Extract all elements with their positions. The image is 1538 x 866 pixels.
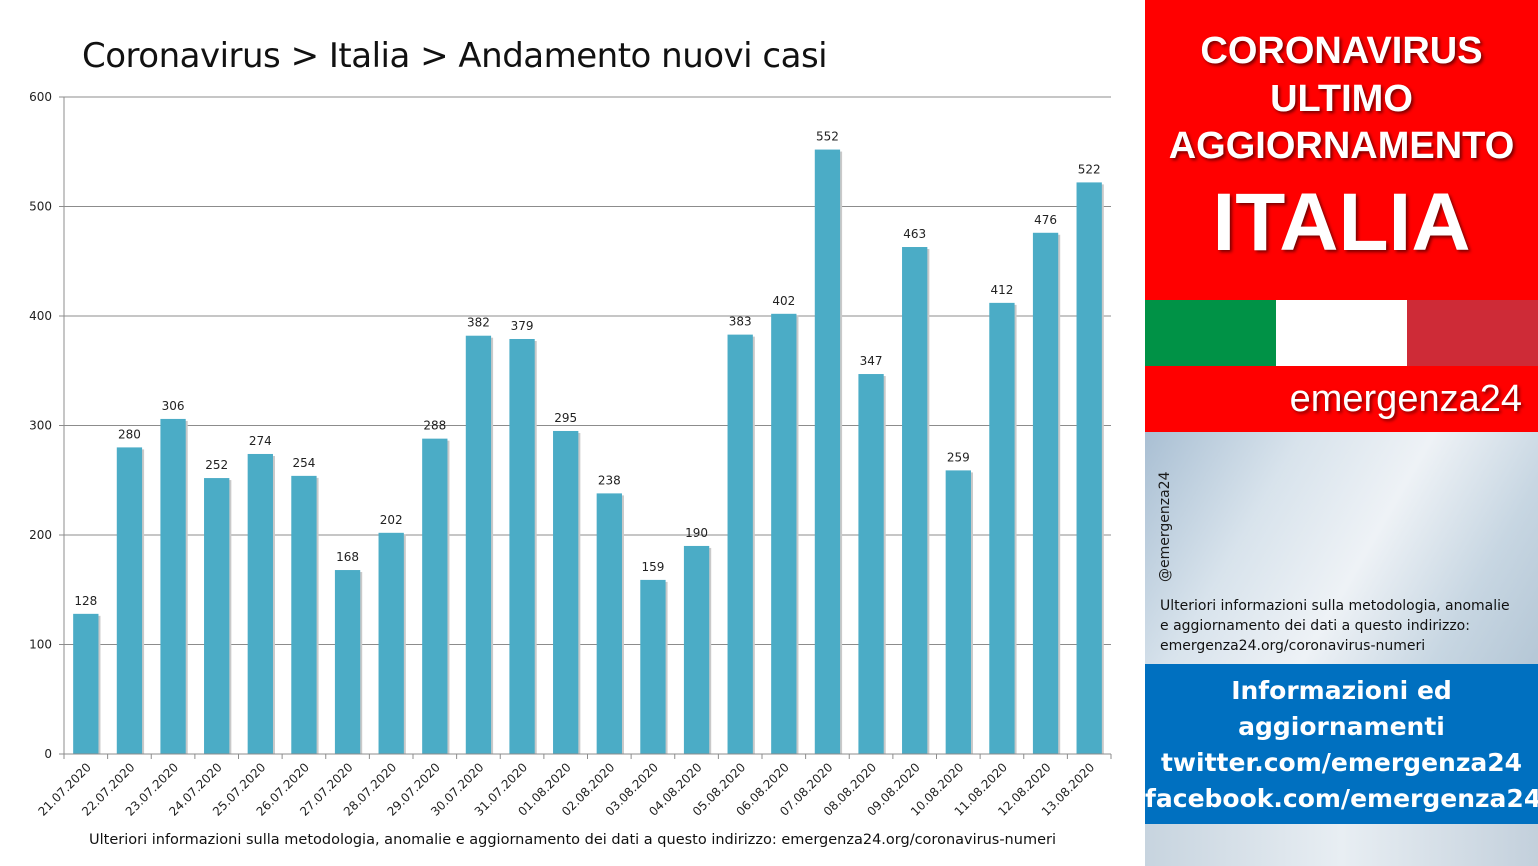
bar <box>422 438 448 754</box>
bar <box>73 613 99 754</box>
bottom-photo-strip <box>1145 824 1538 866</box>
bar <box>727 334 753 754</box>
data-label: 347 <box>860 354 883 368</box>
bar <box>509 338 535 754</box>
italian-flag <box>1145 300 1538 366</box>
flag-stripe-red <box>1407 300 1538 366</box>
flag-stripe-green <box>1145 300 1276 366</box>
bar <box>204 478 230 754</box>
data-label: 382 <box>467 316 490 330</box>
background-photo: @emergenza24 Ulteriori informazioni sull… <box>1145 432 1538 664</box>
bar <box>1076 182 1102 754</box>
data-label: 202 <box>380 513 403 527</box>
data-label: 412 <box>990 283 1013 297</box>
data-label: 128 <box>74 594 97 608</box>
bar <box>771 313 797 754</box>
data-label: 476 <box>1034 213 1057 227</box>
data-label: 288 <box>423 419 446 433</box>
banner-line-coronavirus: CORONAVIRUS <box>1200 30 1483 72</box>
blue-line-informazioni: Informazioni ed <box>1231 676 1452 705</box>
y-tick-label: 200 <box>29 528 52 542</box>
side-info-line-1: Ulteriori informazioni sulla metodologia… <box>1160 598 1510 614</box>
y-tick-label: 600 <box>29 90 52 104</box>
chart-title: Coronavirus > Italia > Andamento nuovi c… <box>82 36 828 76</box>
data-label: 238 <box>598 473 621 487</box>
data-label: 463 <box>903 227 926 241</box>
flag-stripe-white <box>1276 300 1407 366</box>
bar <box>683 545 710 754</box>
y-tick-label: 100 <box>29 638 52 652</box>
banner-line-ultimo: ULTIMO <box>1270 78 1413 120</box>
blue-line-aggiornamenti: aggiornamenti <box>1238 712 1445 741</box>
bar <box>465 335 492 754</box>
y-tick-label: 500 <box>29 200 52 214</box>
chart-footer: Ulteriori informazioni sulla metodologia… <box>89 832 1056 848</box>
side-panel: CORONAVIRUS ULTIMO AGGIORNAMENTO ITALIA … <box>1145 0 1538 866</box>
bar <box>291 475 317 754</box>
data-label: 383 <box>729 315 752 329</box>
twitter-link[interactable]: twitter.com/emergenza24 <box>1160 748 1523 777</box>
data-label: 168 <box>336 550 359 564</box>
chart-panel: Coronavirus > Italia > Andamento nuovi c… <box>29 36 1112 848</box>
side-info-line-2: e aggiornamento dei dati a questo indiri… <box>1160 618 1470 634</box>
bar <box>640 579 666 754</box>
bar <box>858 374 884 754</box>
bar <box>553 430 579 754</box>
side-info-text: Ulteriori informazioni sulla metodologia… <box>1160 596 1530 656</box>
data-label: 159 <box>641 560 664 574</box>
y-tick-label: 300 <box>29 419 52 433</box>
bar-chart: 010020030040050060012821.07.202028022.07… <box>29 90 1112 819</box>
bar <box>989 302 1015 754</box>
brand-bar: emergenza24 <box>1145 366 1538 432</box>
y-tick-label: 400 <box>29 309 52 323</box>
bar <box>334 570 361 754</box>
update-banner: CORONAVIRUS ULTIMO AGGIORNAMENTO ITALIA <box>1145 0 1538 300</box>
data-label: 280 <box>118 427 141 441</box>
social-links-box: Informazioni ed aggiornamenti twitter.co… <box>1145 664 1538 824</box>
data-label: 252 <box>205 458 228 472</box>
data-label: 190 <box>685 526 708 540</box>
data-label: 522 <box>1078 162 1101 176</box>
data-label: 552 <box>816 130 839 144</box>
data-label: 306 <box>162 399 185 413</box>
bar <box>116 447 143 754</box>
data-label: 379 <box>511 319 534 333</box>
bar <box>378 532 404 754</box>
side-info-line-3: emergenza24.org/coronavirus-numeri <box>1160 638 1426 654</box>
brand-name: emergenza24 <box>1289 378 1522 420</box>
bar <box>160 418 186 754</box>
banner-line-aggiornamento: AGGIORNAMENTO <box>1168 125 1515 167</box>
bar <box>814 149 841 754</box>
bar <box>1032 232 1059 754</box>
data-label: 254 <box>292 456 315 470</box>
bar <box>902 247 928 754</box>
facebook-link[interactable]: facebook.com/emergenza24 <box>1145 784 1538 813</box>
bar <box>596 493 622 754</box>
banner-line-italia: ITALIA <box>1212 177 1471 268</box>
data-label: 274 <box>249 434 272 448</box>
y-tick-label: 0 <box>44 747 52 761</box>
data-label: 402 <box>772 294 795 308</box>
data-label: 295 <box>554 411 577 425</box>
bar <box>247 453 273 754</box>
data-label: 259 <box>947 450 970 464</box>
bar <box>945 470 971 754</box>
social-handle: @emergenza24 <box>1157 471 1173 583</box>
